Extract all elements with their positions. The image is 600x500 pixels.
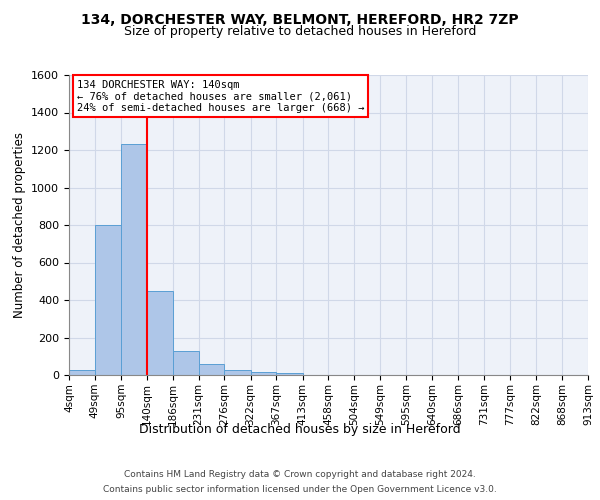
Bar [146,290,173,375]
Text: Distribution of detached houses by size in Hereford: Distribution of detached houses by size … [139,422,461,436]
Text: 134 DORCHESTER WAY: 140sqm
← 76% of detached houses are smaller (2,061)
24% of s: 134 DORCHESTER WAY: 140sqm ← 76% of deta… [77,80,364,112]
Text: Contains HM Land Registry data © Crown copyright and database right 2024.: Contains HM Land Registry data © Crown c… [124,470,476,479]
Text: Size of property relative to detached houses in Hereford: Size of property relative to detached ho… [124,25,476,38]
Text: Contains public sector information licensed under the Open Government Licence v3: Contains public sector information licen… [103,485,497,494]
Bar [95,225,121,375]
Y-axis label: Number of detached properties: Number of detached properties [13,132,26,318]
Text: 134, DORCHESTER WAY, BELMONT, HEREFORD, HR2 7ZP: 134, DORCHESTER WAY, BELMONT, HEREFORD, … [81,12,519,26]
Bar [199,364,224,375]
Bar [69,370,95,375]
Bar [121,144,146,375]
Bar [276,373,302,375]
Bar [224,370,251,375]
Bar [251,372,276,375]
Bar [173,350,199,375]
